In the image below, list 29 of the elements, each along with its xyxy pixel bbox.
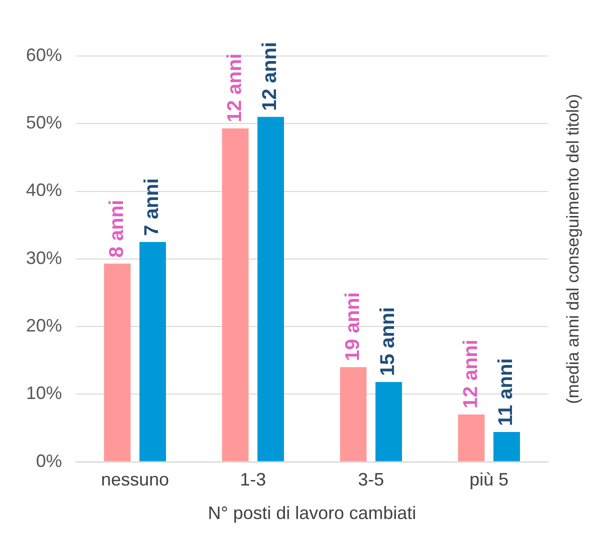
bar bbox=[458, 414, 485, 462]
y-tick-label: 30% bbox=[26, 248, 62, 268]
annotation: 12 anni bbox=[460, 340, 482, 408]
annotation: 11 anni bbox=[495, 358, 518, 426]
annotation: 12 anni bbox=[259, 42, 282, 111]
y-tick-label: 0% bbox=[36, 450, 62, 471]
annotation: 7 anni bbox=[141, 178, 164, 236]
y-tick-label: 20% bbox=[26, 316, 62, 336]
x-tick-label: nessuno bbox=[100, 470, 170, 490]
y-tick-label: 60% bbox=[26, 44, 62, 65]
x-tick-label: più 5 bbox=[469, 470, 509, 490]
y-tick-label: 40% bbox=[26, 180, 62, 200]
bar bbox=[493, 432, 520, 462]
x-tick-label: 3-5 bbox=[358, 470, 384, 490]
y-tick-label: 10% bbox=[26, 383, 62, 404]
y2-axis-title: (media anni dal conseguimento del titolo) bbox=[564, 94, 583, 404]
y-tick-label: 50% bbox=[26, 112, 62, 133]
x-axis-title: N° posti di lavoro cambiati bbox=[208, 503, 416, 524]
annotation: 15 anni bbox=[377, 307, 400, 376]
bar bbox=[104, 264, 131, 462]
bar bbox=[375, 382, 402, 462]
bar bbox=[257, 116, 284, 462]
bar bbox=[222, 128, 249, 462]
annotation: 8 anni bbox=[106, 200, 128, 258]
x-tick-label: 1-3 bbox=[240, 470, 266, 490]
annotation: 12 anni bbox=[224, 53, 246, 122]
bar bbox=[139, 242, 166, 462]
bar bbox=[340, 367, 367, 462]
annotation: 19 anni bbox=[342, 292, 364, 362]
